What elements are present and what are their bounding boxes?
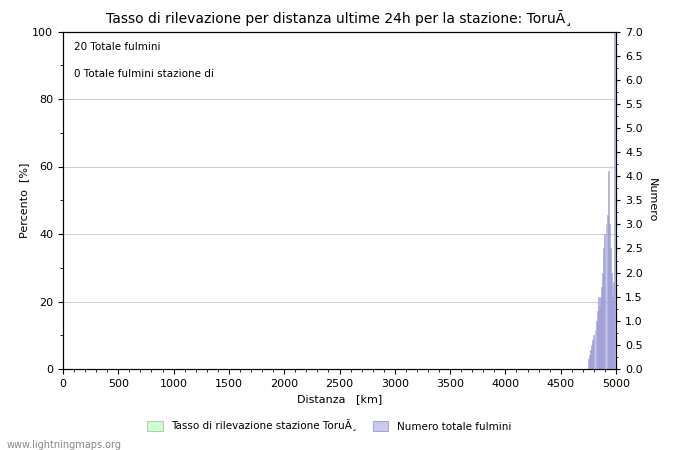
- Y-axis label: Numero: Numero: [647, 178, 657, 222]
- Bar: [611, 273, 612, 369]
- Bar: [608, 171, 609, 369]
- Bar: [613, 282, 614, 369]
- Bar: [594, 330, 596, 369]
- Bar: [592, 340, 593, 369]
- X-axis label: Distanza   [km]: Distanza [km]: [297, 394, 382, 404]
- Bar: [588, 360, 589, 369]
- Text: www.lightningmaps.org: www.lightningmaps.org: [7, 440, 122, 450]
- Text: 0 Totale fulmini stazione di: 0 Totale fulmini stazione di: [74, 68, 214, 79]
- Bar: [610, 248, 611, 369]
- Bar: [589, 355, 590, 369]
- Bar: [609, 225, 610, 369]
- Bar: [612, 297, 613, 369]
- Bar: [605, 234, 606, 369]
- Bar: [615, 75, 617, 369]
- Bar: [601, 287, 602, 369]
- Legend: Tasso di rilevazione stazione ToruÃ¸, Numero totale fulmini: Tasso di rilevazione stazione ToruÃ¸, Nu…: [143, 416, 515, 436]
- Bar: [603, 248, 604, 369]
- Bar: [607, 215, 608, 369]
- Y-axis label: Percento  [%]: Percento [%]: [20, 162, 29, 238]
- Bar: [597, 311, 598, 369]
- Bar: [599, 306, 600, 369]
- Title: Tasso di rilevazione per distanza ultime 24h per la stazione: ToruÃ¸: Tasso di rilevazione per distanza ultime…: [106, 10, 573, 26]
- Bar: [602, 273, 603, 369]
- Text: 20 Totale fulmini: 20 Totale fulmini: [74, 42, 160, 52]
- Bar: [590, 350, 591, 369]
- Bar: [600, 297, 601, 369]
